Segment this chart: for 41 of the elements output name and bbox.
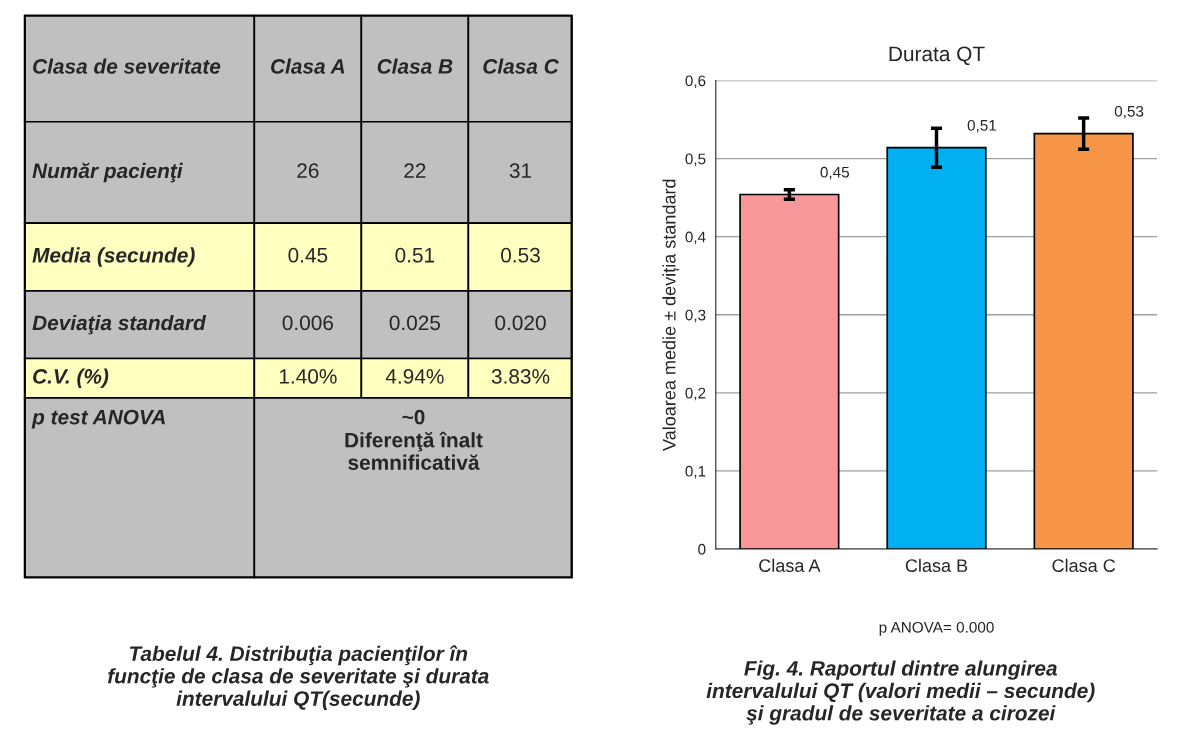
- text: 0.51: [395, 247, 435, 263]
- text: 1.40%: [279, 369, 337, 384]
- text: Tabelul 4. Distribuţia pacienţilor în funcţie de clasa de severitate şi durata intervalului QT(secunde): [107, 645, 489, 711]
- text: 0.53: [501, 247, 540, 263]
- text: 0.020: [495, 315, 546, 331]
- text: 31: [509, 163, 532, 179]
- data-label: 0,51: [967, 119, 997, 133]
- text: C.V. (%): [33, 368, 109, 388]
- y-tick-label: 0,2: [685, 387, 706, 401]
- caption: Fig. 4. Raportul dintre alungirea intervalului QT (valori medii – secunde) şi gradul de severitate a cirozei: [706, 660, 1095, 725]
- text: Clasa C: [483, 58, 559, 74]
- text: p ANOVA= 0.000: [879, 621, 994, 636]
- y-axis-title: Valoarea medie ± deviția standard: [662, 179, 680, 451]
- text: Clasa A: [271, 58, 345, 74]
- text: Clasa de severitate: [33, 58, 221, 74]
- text: 26: [297, 163, 319, 179]
- text: 0.025: [389, 315, 441, 331]
- y-tick-label: 0: [698, 543, 706, 555]
- text: 0.45: [288, 247, 328, 263]
- data-label: 0,53: [1114, 105, 1144, 119]
- y-tick-label: 0,5: [685, 153, 706, 167]
- x-tick-label: Clasa A: [759, 558, 821, 572]
- text: Media (secunde): [32, 247, 195, 267]
- chart-title: Durata QT: [889, 46, 985, 66]
- x-tick-label: Clasa B: [905, 558, 968, 572]
- text: Număr pacienţi: [32, 162, 183, 183]
- text: Deviaţia standard: [32, 314, 207, 335]
- y-tick-label: 0,4: [685, 231, 706, 245]
- bar: [739, 193, 840, 549]
- y-tick-label: 0,3: [685, 309, 706, 323]
- text: Clasa B: [377, 58, 453, 74]
- text: 0.006: [282, 315, 334, 331]
- x-tick-label: Clasa C: [1052, 558, 1116, 572]
- text: 22: [404, 163, 426, 178]
- text: p test ANOVA: [31, 409, 165, 429]
- y-tick-label: 0,1: [685, 465, 706, 479]
- data-label: 0,45: [820, 166, 850, 180]
- text: ~0 Diferenţă înalt semnificativă: [345, 409, 483, 470]
- y-tick-label: 0,6: [685, 75, 706, 89]
- text: 4.94%: [385, 369, 444, 384]
- text: 3.83%: [491, 369, 550, 384]
